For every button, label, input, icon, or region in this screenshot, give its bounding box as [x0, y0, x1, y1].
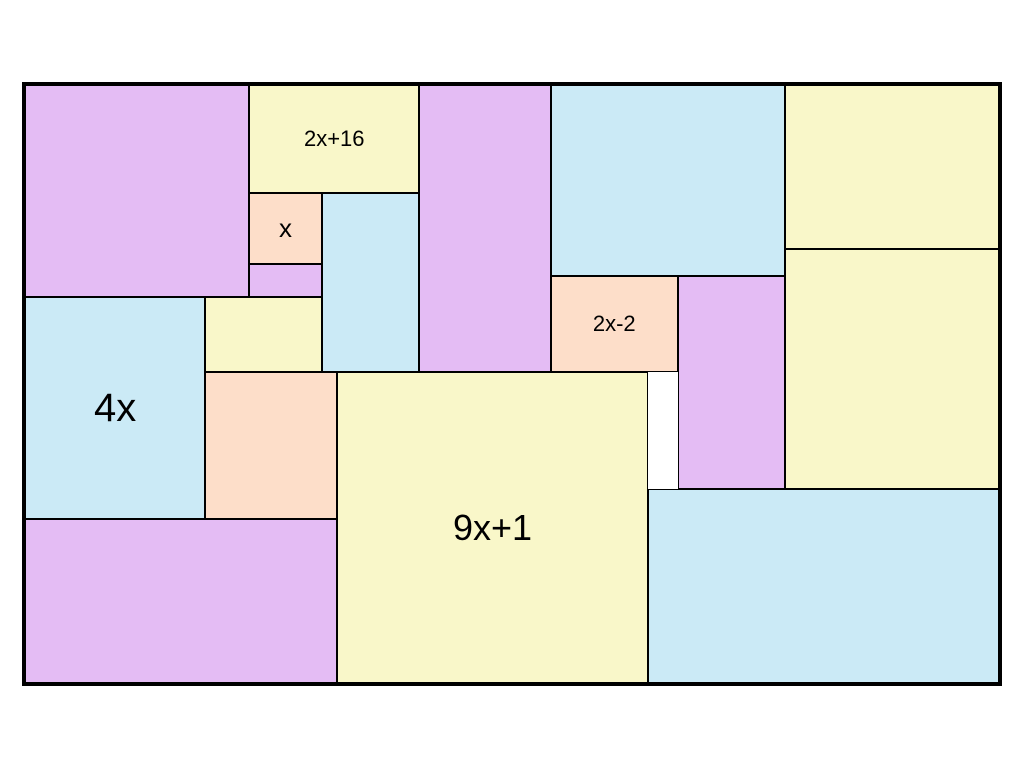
small-peach-x-label: x: [279, 214, 292, 243]
mid-lavender-tall: [419, 85, 550, 372]
top-left-lavender: [25, 85, 249, 297]
small-peach-x: x: [249, 193, 322, 265]
top-sky-wide: [551, 85, 785, 276]
small-sky: [322, 193, 419, 372]
top-cream-2x16: 2x+16: [249, 85, 419, 193]
mid-peach: [205, 372, 336, 519]
big-cream-9x1: 9x+1: [337, 372, 649, 683]
right-lavender-mid: [678, 276, 785, 488]
big-cream-9x1-label: 9x+1: [453, 508, 532, 548]
top-cream-2x16-label: 2x+16: [304, 127, 365, 151]
peach-2x-2-label: 2x-2: [593, 312, 636, 336]
peach-2x-2: 2x-2: [551, 276, 678, 372]
top-right-cream: [785, 85, 999, 249]
mid-sky-4x-label: 4x: [94, 386, 136, 430]
bottom-right-sky: [648, 489, 999, 683]
lavender-sliver: [249, 264, 322, 297]
right-cream-tall: [785, 249, 999, 488]
diagram-frame: 2x+16 x 4x 2x-2 9x+1: [22, 82, 1002, 686]
tiny-cream: [205, 297, 322, 372]
mid-sky-4x: 4x: [25, 297, 205, 518]
bottom-left-lavender: [25, 519, 337, 683]
